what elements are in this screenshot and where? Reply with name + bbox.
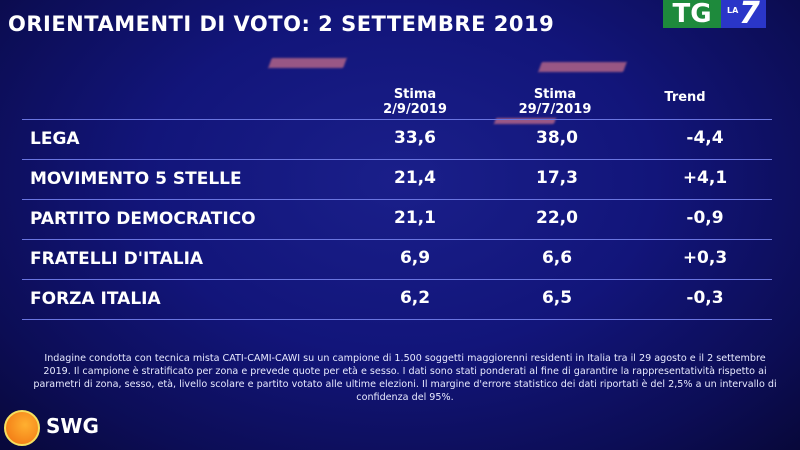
row-divider [22,199,772,200]
swg-globe-icon [4,410,40,446]
header-line1: Trend [664,90,706,105]
header-line2: 2/9/2019 [383,102,447,117]
column-header-trend: Trend [645,90,725,105]
trend-value: +4,1 [682,168,728,188]
la7-logo-seven: 7 [739,0,760,31]
party-name: PARTITO DEMOCRATICO [30,209,256,229]
page-title: ORIENTAMENTI DI VOTO: 2 SETTEMBRE 2019 [8,12,555,36]
swg-logo-text: SWG [46,414,99,438]
stima-2-9-value: 21,4 [394,168,436,188]
table-row: MOVIMENTO 5 STELLE 21,4 17,3 +4,1 [22,160,772,198]
row-divider [22,159,772,160]
party-name: FORZA ITALIA [30,289,161,309]
row-divider [22,279,772,280]
table-row: FORZA ITALIA 6,2 6,5 -0,3 [22,280,772,318]
tg-logo: TG [663,0,721,28]
la7-logo: LA 7 [721,0,766,31]
studio-light-reflection [538,62,627,72]
trend-value: -4,4 [686,128,724,148]
la7-logo-la: LA [727,6,739,15]
header-line2: 29/7/2019 [518,102,592,117]
row-divider [22,319,772,320]
party-name: MOVIMENTO 5 STELLE [30,169,242,189]
header-line1: Stima [533,87,577,102]
methodology-footnote: Indagine condotta con tecnica mista CATI… [33,353,777,403]
stima-2-9-value: 6,2 [399,288,431,308]
trend-value: -0,3 [686,288,724,308]
header-line1: Stima [393,87,437,102]
party-name: FRATELLI D'ITALIA [30,249,204,269]
row-divider [22,119,772,120]
stima-2-9-value: 33,6 [394,128,436,148]
table-row: LEGA 33,6 38,0 -4,4 [22,120,772,158]
stima-29-7-value: 22,0 [536,208,578,228]
table-row: FRATELLI D'ITALIA 6,9 6,6 +0,3 [22,240,772,278]
column-header-stima-29-7: Stima 29/7/2019 [500,87,610,117]
stima-29-7-value: 38,0 [536,128,578,148]
stima-29-7-value: 6,5 [541,288,573,308]
row-divider [22,239,772,240]
stima-29-7-value: 6,6 [541,248,573,268]
table-row: PARTITO DEMOCRATICO 21,1 22,0 -0,9 [22,200,772,238]
stima-29-7-value: 17,3 [536,168,578,188]
trend-value: -0,9 [686,208,724,228]
trend-value: +0,3 [682,248,728,268]
studio-light-reflection [268,58,347,68]
column-header-stima-2-9: Stima 2/9/2019 [370,87,460,117]
stima-2-9-value: 6,9 [399,248,431,268]
stima-2-9-value: 21,1 [394,208,436,228]
party-name: LEGA [30,129,80,149]
